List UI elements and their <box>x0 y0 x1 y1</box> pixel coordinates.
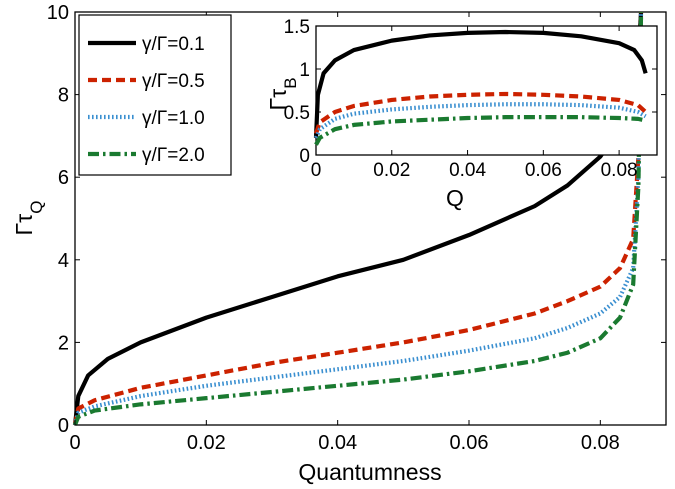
main-y-tick-label: 0 <box>58 415 69 437</box>
inset-x-tick-label: 0.08 <box>601 160 638 181</box>
inset-series-line-2 <box>314 91 648 135</box>
main-x-tick-label: 0 <box>69 432 80 454</box>
inset-x-axis-label: Q <box>446 185 464 211</box>
main-y-tick-label: 4 <box>58 250 69 272</box>
legend-label-3: γ/Γ=1.0 <box>142 108 205 129</box>
inset-series-group <box>313 29 648 146</box>
main-x-tick-label: 0.02 <box>187 432 226 454</box>
inset-y-tick-label: 1.5 <box>284 17 310 38</box>
legend: γ/Γ=0.1 γ/Γ=0.5 γ/Γ=1.0 γ/Γ=2.0 <box>78 14 232 176</box>
inset-y-tick-label: 0.5 <box>284 103 310 124</box>
inset-series-line-3 <box>314 102 647 139</box>
inset-x-tick-label: 0.06 <box>525 160 562 181</box>
main-y-tick-label: 2 <box>58 332 69 354</box>
main-y-axis-label: ΓτQ <box>11 201 46 236</box>
inset-y-tick-label: 1 <box>299 60 310 81</box>
inset-x-tick-label: 0 <box>311 160 322 181</box>
main-y-tick-label: 10 <box>47 2 69 24</box>
inset-axis-ticks: 0 0.02 0.04 0.06 0.08 0 0.5 1 1.5 <box>284 17 657 181</box>
main-x-tick-label: 0.04 <box>318 432 357 454</box>
inset-x-tick-label: 0.02 <box>373 160 410 181</box>
main-y-tick-label: 8 <box>58 85 69 107</box>
inset-x-tick-label: 0.04 <box>449 160 486 181</box>
main-x-axis-label: Quantumness <box>298 459 441 485</box>
main-x-tick-label: 0.08 <box>581 432 620 454</box>
legend-label-1: γ/Γ=0.1 <box>142 34 205 55</box>
inset-series-line-1 <box>313 29 648 138</box>
main-y-tick-label: 6 <box>58 167 69 189</box>
main-x-tick-label: 0.06 <box>450 432 489 454</box>
inset-y-tick-label: 0 <box>299 146 310 167</box>
inset-y-axis-label: ΓτB <box>265 77 300 110</box>
legend-label-4: γ/Γ=2.0 <box>142 145 205 166</box>
legend-label-2: γ/Γ=0.5 <box>142 71 205 92</box>
main-series-line-2 <box>72 11 644 426</box>
inset-series-line-4 <box>314 115 647 146</box>
main-series-line-4 <box>73 11 644 426</box>
